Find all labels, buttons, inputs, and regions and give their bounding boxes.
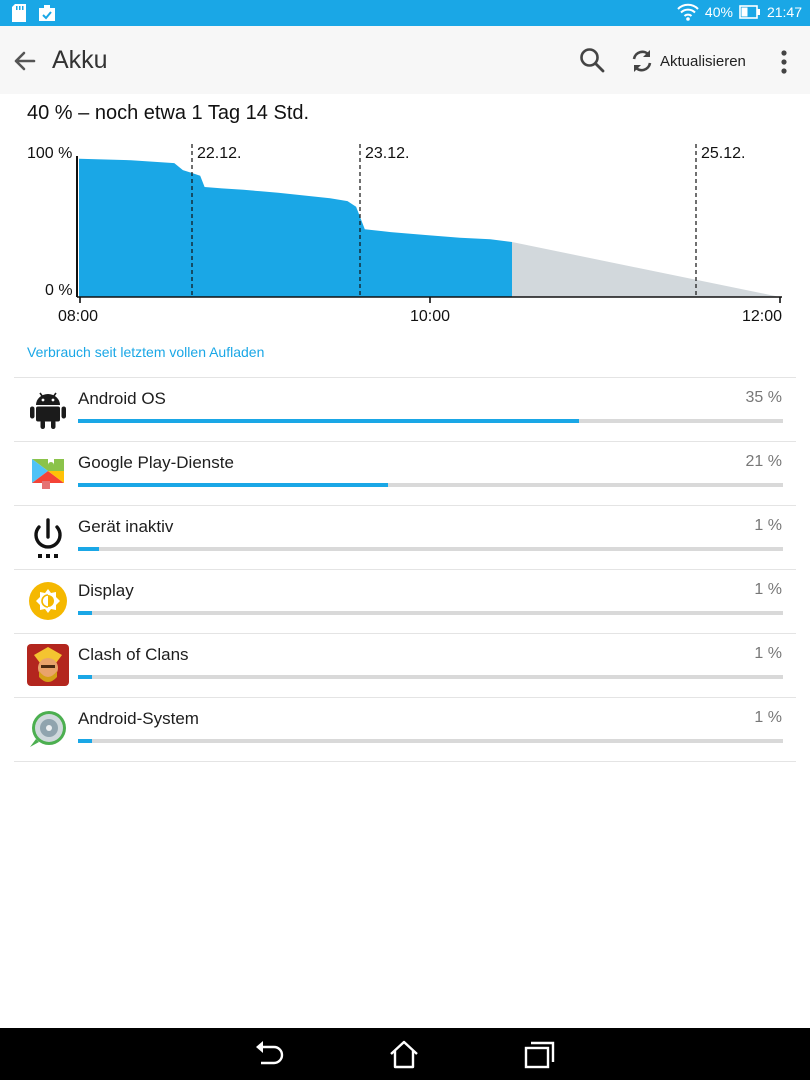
usage-percent: 1 % [754, 581, 782, 598]
undo-back-icon [256, 1041, 284, 1065]
more-vert-icon [781, 50, 787, 74]
google-play-services-icon [32, 459, 64, 489]
usage-bar-fill [78, 675, 93, 679]
usage-name: Google Play-Dienste [78, 453, 234, 472]
measured-area [79, 158, 512, 297]
status-bar: 40% 21:47 [0, 0, 810, 26]
brightness-icon [29, 582, 67, 620]
android-system-icon [30, 711, 66, 747]
day-marker-label: 22.12. [197, 145, 241, 162]
usage-percent: 21 % [745, 453, 782, 470]
usage-name: Display [78, 581, 134, 600]
usage-list: Android OS 35 % Google Play-Dienste 21 %… [14, 377, 796, 762]
battery-percent: 40% [704, 4, 733, 20]
app-bar: Akku Aktualisieren [0, 26, 810, 94]
nav-home-button[interactable] [387, 1038, 421, 1070]
arrow-left-icon [14, 51, 36, 71]
sd-card-icon [12, 4, 26, 22]
task-icon [39, 5, 55, 21]
usage-item-display[interactable]: Display 1 % [14, 570, 796, 634]
x-tick-label: 10:00 [410, 308, 450, 325]
recents-icon [524, 1041, 555, 1069]
usage-bar-fill [78, 739, 93, 743]
usage-bar [78, 611, 783, 615]
usage-since-label: Verbrauch seit letztem vollen Aufladen [27, 344, 265, 360]
clock: 21:47 [766, 4, 802, 20]
y-label-bottom: 0 % [45, 282, 73, 299]
wifi-icon [677, 3, 699, 21]
day-marker-label: 25.12. [701, 145, 745, 162]
prediction-area [512, 242, 780, 297]
usage-name: Clash of Clans [78, 645, 189, 664]
battery-chart: 100 % 0 % 22.12. 23.12. 25.12. 08:00 10:00 12… [0, 138, 810, 328]
usage-bar [78, 419, 783, 423]
usage-percent: 1 % [754, 709, 782, 726]
usage-bar-fill [78, 611, 93, 615]
nav-back-button[interactable] [252, 1038, 286, 1070]
usage-item-android-os[interactable]: Android OS 35 % [14, 378, 796, 442]
home-icon [390, 1040, 418, 1069]
usage-item-android-system[interactable]: Android-System 1 % [14, 698, 796, 762]
x-tick-label: 08:00 [58, 308, 98, 325]
android-icon [30, 392, 66, 429]
usage-percent: 1 % [754, 645, 782, 662]
clash-of-clans-icon [27, 644, 69, 686]
usage-item-clash-of-clans[interactable]: Clash of Clans 1 % [14, 634, 796, 698]
refresh-label: Aktualisieren [660, 52, 746, 70]
nav-recents-button[interactable] [523, 1038, 557, 1070]
page-title: Akku [52, 46, 108, 74]
usage-name: Android-System [78, 709, 199, 728]
search-icon [580, 48, 605, 73]
usage-bar-fill [78, 483, 389, 487]
overflow-menu-button[interactable] [775, 48, 793, 76]
battery-summary: 40 % – noch etwa 1 Tag 14 Std. [27, 102, 310, 124]
battery-chart-svg: 100 % 0 % 22.12. 23.12. 25.12. 08:00 10:00 12… [27, 144, 782, 325]
refresh-button[interactable]: Aktualisieren [628, 46, 746, 76]
battery-icon [739, 5, 760, 19]
usage-bar [78, 547, 783, 551]
x-tick-label: 12:00 [742, 308, 782, 325]
usage-percent: 1 % [754, 517, 782, 534]
usage-bar [78, 675, 783, 679]
usage-bar-fill [78, 547, 100, 551]
usage-item-google-play-services[interactable]: Google Play-Dienste 21 % [14, 442, 796, 506]
usage-bar [78, 483, 783, 487]
usage-bar [78, 739, 783, 743]
refresh-icon [632, 50, 652, 72]
back-button[interactable] [10, 46, 40, 76]
usage-item-device-idle[interactable]: Gerät inaktiv 1 % [14, 506, 796, 570]
y-label-top: 100 % [27, 145, 72, 162]
navigation-bar [0, 1028, 810, 1080]
search-button[interactable] [578, 46, 606, 74]
usage-bar-fill [78, 419, 579, 423]
usage-percent: 35 % [745, 389, 782, 406]
day-marker-label: 23.12. [365, 145, 409, 162]
usage-name: Gerät inaktiv [78, 517, 174, 536]
power-icon [34, 518, 62, 558]
usage-name: Android OS [78, 389, 166, 408]
